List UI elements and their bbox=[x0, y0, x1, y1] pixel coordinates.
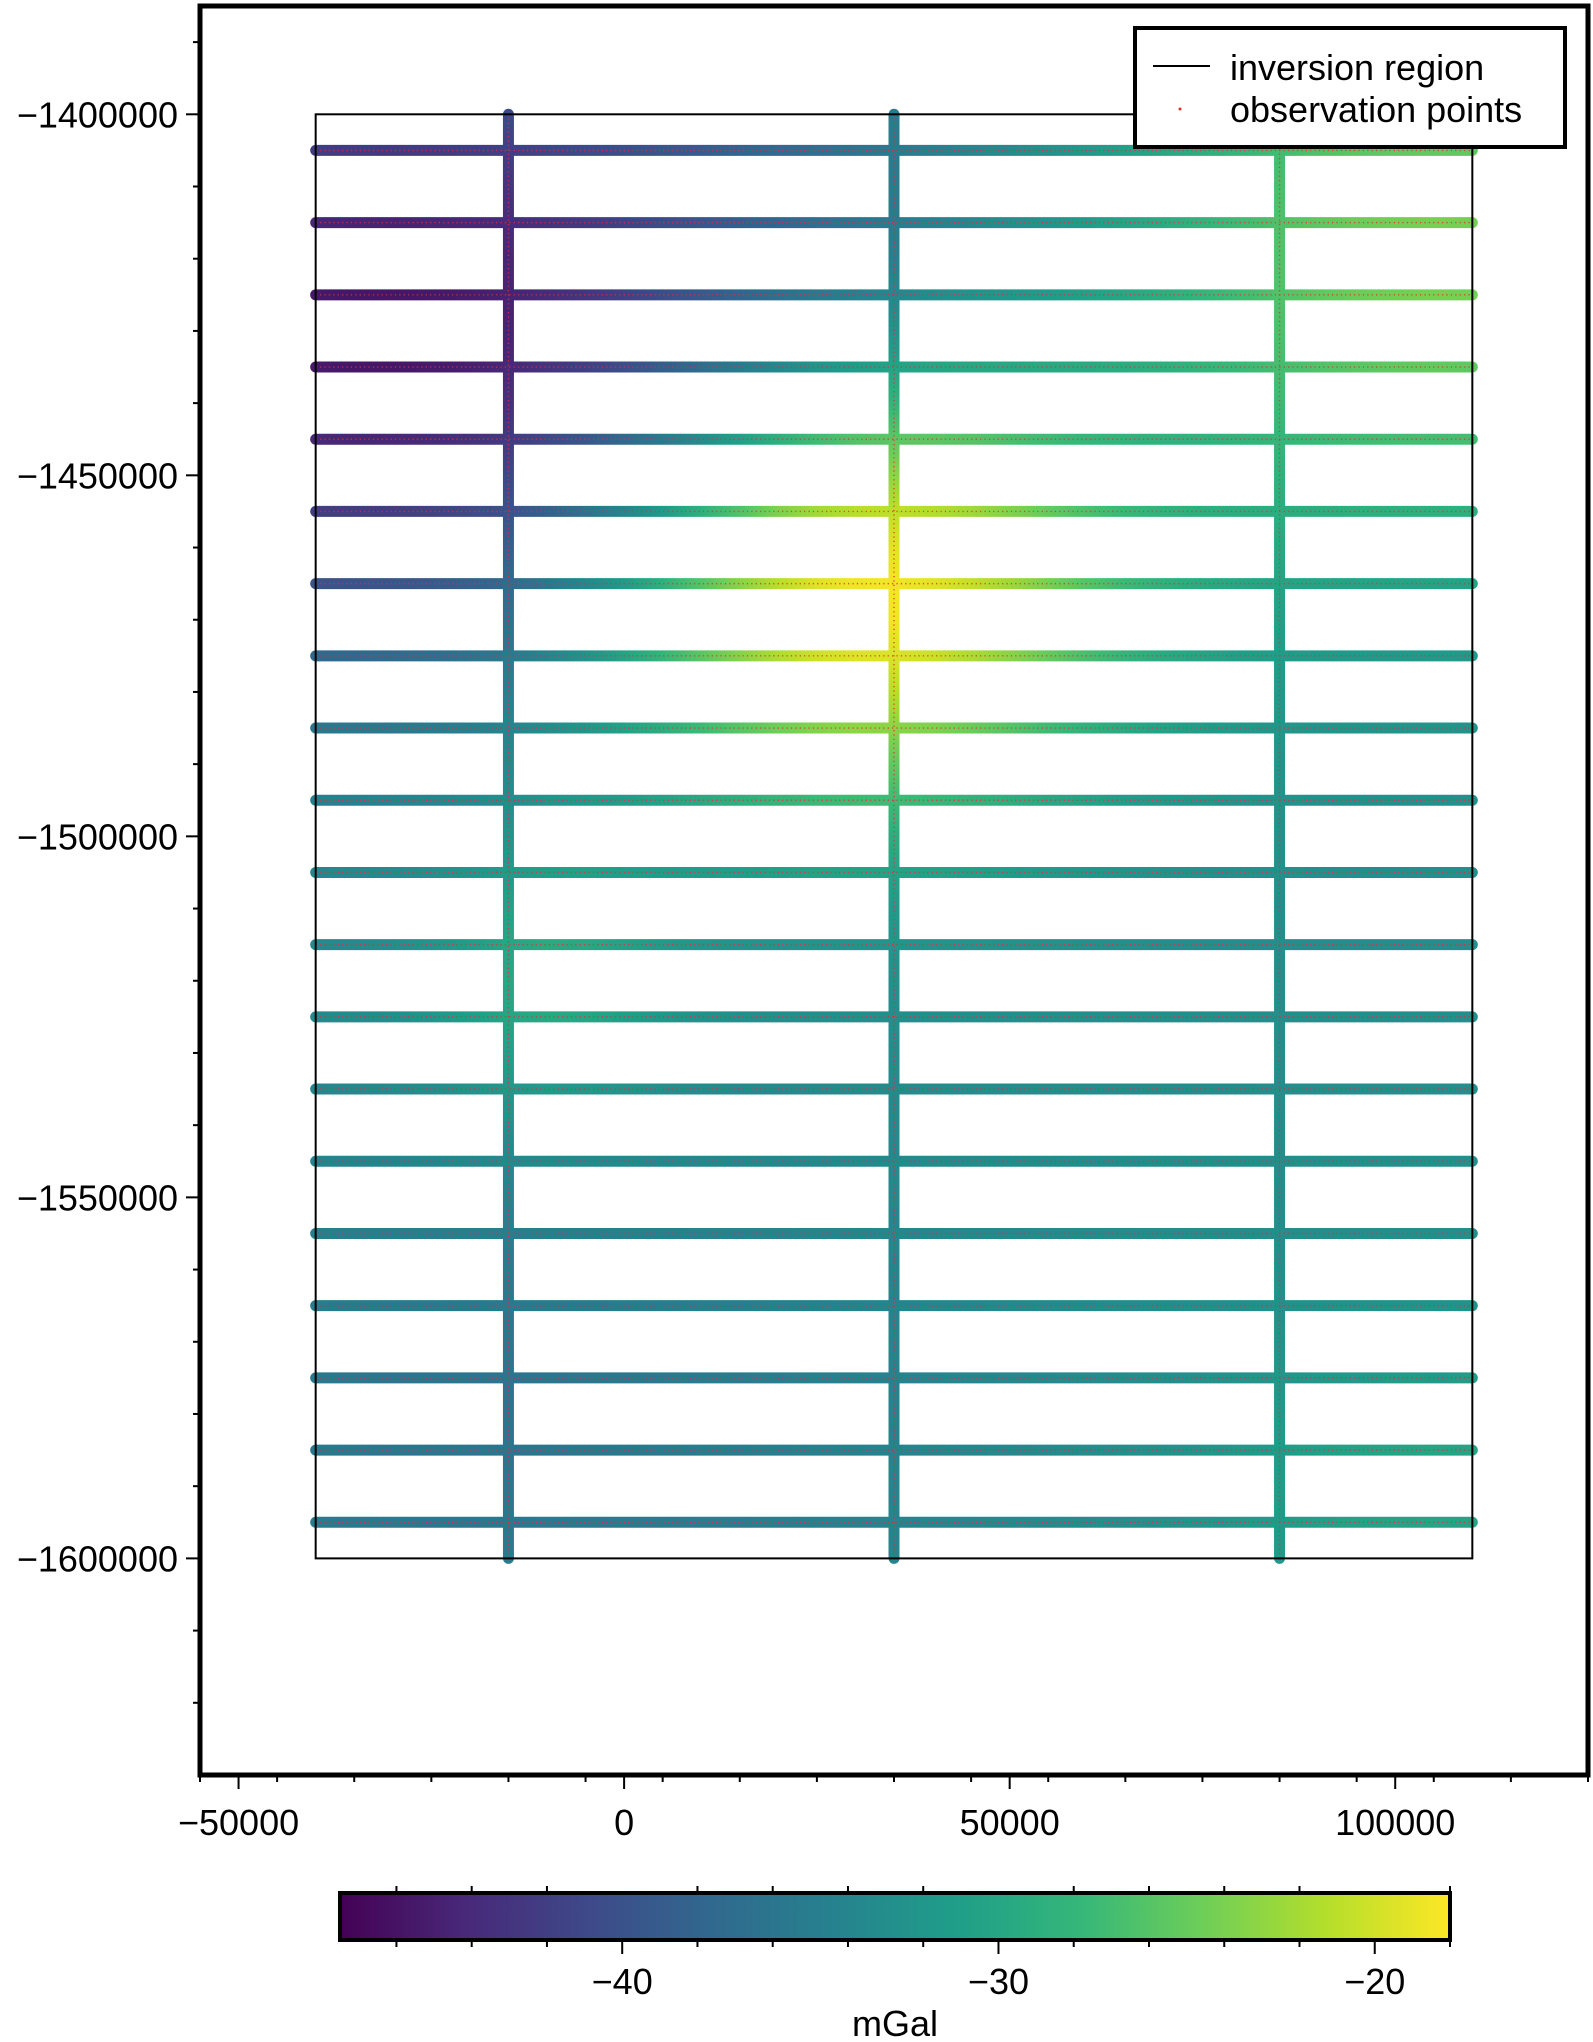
y-tick-label-3: −1550000 bbox=[17, 1177, 178, 1218]
colorbar-label: mGal bbox=[852, 2003, 938, 2042]
axes: −50000 0 50000 100000 −1400000 −1450000 −15000… bbox=[17, 41, 1589, 1843]
colorbar-bar bbox=[338, 1891, 1452, 1942]
x-tick-label-1: 0 bbox=[614, 1802, 634, 1843]
y-tick-label-0: −1400000 bbox=[17, 94, 178, 135]
legend: inversion region observation points bbox=[1133, 26, 1567, 149]
x-tick-label-3: 100000 bbox=[1335, 1802, 1455, 1843]
inversion-region bbox=[314, 113, 1474, 1560]
y-tick-label-2: −1500000 bbox=[17, 816, 178, 857]
x-tick-label-2: 50000 bbox=[960, 1802, 1060, 1843]
colorbar-ticks: −40 −30 −20 bbox=[395, 1886, 1451, 2002]
legend-entry-observation-points: observation points bbox=[1230, 89, 1522, 130]
colorbar-tick-label-0: −40 bbox=[592, 1961, 653, 2002]
y-tick-label-4: −1600000 bbox=[17, 1538, 178, 1579]
observation-points bbox=[315, 114, 1473, 1559]
legend-point-swatch bbox=[1178, 107, 1182, 111]
x-tick-label-0: −50000 bbox=[178, 1802, 299, 1843]
legend-entry-inversion-region: inversion region bbox=[1230, 47, 1484, 88]
colorbar-tick-label-2: −20 bbox=[1344, 1961, 1405, 2002]
colorbar: −40 −30 −20 mGal bbox=[338, 1886, 1452, 2042]
y-tick-label-1: −1450000 bbox=[17, 455, 178, 496]
colorbar-tick-label-1: −30 bbox=[968, 1961, 1029, 2002]
legend-box bbox=[1133, 26, 1567, 149]
